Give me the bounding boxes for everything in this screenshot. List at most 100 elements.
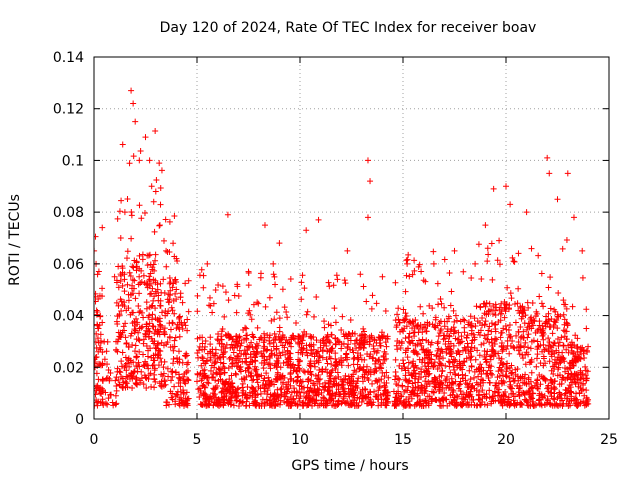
roti-point	[442, 362, 449, 369]
roti-point	[506, 322, 513, 329]
roti-point	[133, 380, 140, 387]
roti-point	[345, 373, 352, 380]
roti-point	[468, 324, 475, 331]
roti-point	[490, 303, 497, 310]
roti-point	[410, 364, 417, 371]
roti-point	[417, 396, 424, 403]
roti-point	[340, 381, 347, 388]
roti-point	[99, 319, 106, 326]
roti-point	[437, 350, 444, 357]
roti-point	[180, 373, 187, 380]
roti-point	[154, 281, 161, 288]
roti-point	[332, 375, 339, 382]
roti-point	[571, 355, 578, 362]
roti-point	[410, 358, 417, 365]
roti-point	[303, 227, 310, 234]
roti-point	[350, 361, 357, 368]
roti-point	[254, 379, 261, 386]
roti-point	[416, 261, 423, 268]
roti-point	[466, 367, 473, 374]
roti-point	[163, 263, 170, 270]
roti-point	[264, 346, 271, 353]
roti-point	[185, 277, 192, 284]
roti-point	[294, 377, 301, 384]
roti-point	[249, 377, 256, 384]
roti-point	[505, 396, 512, 403]
roti-point	[168, 304, 175, 311]
axis-ticks: 0 0.02 0.04 0.06 0.08 0.1 0.12 0.14 0 5 10 15 20 25	[53, 50, 618, 448]
roti-point	[276, 337, 283, 344]
roti-point	[405, 251, 412, 258]
roti-point	[377, 337, 384, 344]
roti-point	[146, 157, 153, 164]
roti-point	[538, 393, 545, 400]
roti-point	[104, 401, 111, 408]
roti-point	[198, 266, 205, 273]
roti-point	[136, 348, 143, 355]
roti-point	[148, 335, 155, 342]
roti-point	[395, 305, 402, 312]
roti-point	[266, 340, 273, 347]
roti-point	[505, 305, 512, 312]
roti-point	[431, 359, 438, 366]
roti-point	[541, 392, 548, 399]
roti-point	[185, 376, 192, 383]
roti-point	[146, 328, 153, 335]
roti-point	[156, 222, 163, 229]
roti-point	[344, 398, 351, 405]
roti-point	[226, 332, 233, 339]
roti-point	[548, 393, 555, 400]
roti-point	[411, 267, 418, 274]
roti-point	[508, 370, 515, 377]
roti-point	[153, 290, 160, 297]
roti-point	[447, 302, 454, 309]
roti-point	[125, 305, 132, 312]
roti-point	[310, 313, 317, 320]
roti-point	[405, 369, 412, 376]
roti-point	[509, 337, 516, 344]
roti-point	[528, 325, 535, 332]
roti-point	[271, 390, 278, 397]
roti-point	[507, 381, 514, 388]
roti-point	[432, 316, 439, 323]
roti-point	[243, 336, 250, 343]
roti-point	[172, 334, 179, 341]
roti-point	[378, 376, 385, 383]
roti-point	[321, 395, 328, 402]
roti-point	[99, 349, 106, 356]
roti-point	[332, 350, 339, 357]
roti-point	[135, 329, 142, 336]
roti-point	[195, 347, 202, 354]
roti-point	[492, 311, 499, 318]
roti-point	[404, 354, 411, 361]
roti-point	[332, 365, 339, 372]
roti-point	[121, 271, 128, 278]
roti-point	[527, 358, 534, 365]
roti-point	[293, 368, 300, 375]
roti-point	[525, 320, 532, 327]
roti-point	[457, 365, 464, 372]
roti-point	[321, 318, 328, 325]
roti-point	[219, 385, 226, 392]
roti-point	[311, 363, 318, 370]
roti-point	[475, 241, 482, 248]
roti-point	[402, 288, 409, 295]
roti-point	[177, 383, 184, 390]
roti-point	[488, 240, 495, 247]
roti-point	[510, 258, 517, 265]
roti-point	[263, 370, 270, 377]
roti-point	[444, 382, 451, 389]
roti-point	[205, 374, 212, 381]
roti-point	[312, 400, 319, 407]
roti-point	[241, 376, 248, 383]
roti-point	[174, 388, 181, 395]
roti-point	[250, 301, 257, 308]
roti-point	[321, 384, 328, 391]
roti-point	[134, 353, 141, 360]
roti-point	[564, 170, 571, 177]
roti-point	[355, 402, 362, 409]
roti-point	[332, 319, 339, 326]
roti-point	[200, 272, 207, 279]
roti-point	[218, 333, 225, 340]
roti-point	[115, 302, 122, 309]
